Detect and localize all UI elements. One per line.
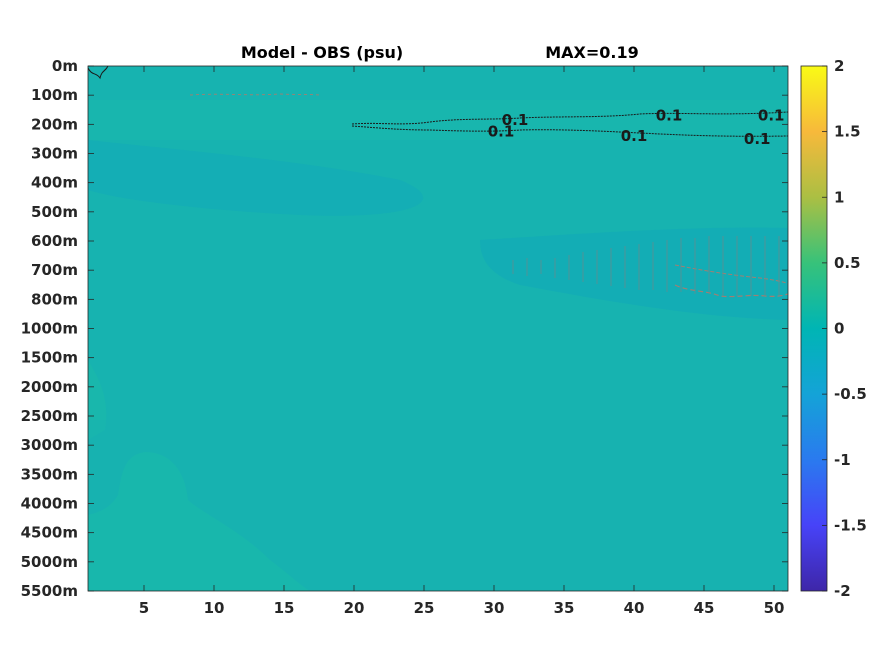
colorbar-tick-label: 0 <box>834 320 844 338</box>
y-tick-label: 100m <box>31 86 78 104</box>
contour-label: 0.1 <box>621 127 648 145</box>
y-tick-label: 4500m <box>21 524 78 542</box>
y-tick-label: 0m <box>52 57 78 75</box>
colorbar-tick-label: 1 <box>834 188 844 206</box>
y-tick-label: 4000m <box>21 495 78 513</box>
chart-title: Model - OBS (psu) <box>241 43 403 62</box>
contour-faint-deep <box>674 264 788 285</box>
y-tick-label: 2500m <box>21 407 78 425</box>
y-tick-label: 3500m <box>21 465 78 483</box>
x-tick-label: 10 <box>204 599 225 617</box>
contour-label: 0.1 <box>758 107 785 125</box>
y-tick-label: 500m <box>31 203 78 221</box>
x-tick-label: 45 <box>694 599 715 617</box>
striation-marks <box>512 236 780 296</box>
heatmap-region-cool-patch <box>88 140 424 216</box>
colorbar-tick-label: -0.5 <box>834 385 867 403</box>
colorbar-tick-label: 0.5 <box>834 254 861 272</box>
heatmap-region-cool-right <box>480 227 788 320</box>
x-tick-label: 40 <box>624 599 645 617</box>
y-axis: 0m 100m 200m 300m 400m 500m 600m 700m 800m 1000m 1… <box>21 57 788 600</box>
y-tick-label: 400m <box>31 174 78 192</box>
y-tick-label: 1500m <box>21 349 78 367</box>
x-tick-label: 15 <box>274 599 295 617</box>
colorbar-tick-label: -1.5 <box>834 516 867 534</box>
y-tick-label: 5500m <box>21 582 78 600</box>
contour-label: 0.1 <box>488 123 515 141</box>
y-tick-label: 700m <box>31 261 78 279</box>
x-tick-label: 35 <box>554 599 575 617</box>
heatmap-plot: 0.10.10.10.10.10.1 <box>88 66 788 591</box>
contour-line-lower <box>351 125 788 137</box>
contour-faint-shallow <box>189 93 321 96</box>
contour-label: 0.1 <box>502 111 529 129</box>
contour-line-top-left <box>88 66 109 80</box>
colorbar-tick-label: -2 <box>834 582 851 600</box>
y-tick-label: 800m <box>31 290 78 308</box>
y-tick-label: 300m <box>31 145 78 163</box>
x-tick-label: 30 <box>484 599 505 617</box>
y-tick-label: 5000m <box>21 553 78 571</box>
heatmap-region-seamount <box>88 452 310 591</box>
contour-label: 0.1 <box>656 107 683 125</box>
x-axis: 5 10 15 20 25 30 35 40 45 50 <box>139 66 785 617</box>
y-tick-label: 3000m <box>21 436 78 454</box>
heatmap-region-left-deep <box>88 360 107 440</box>
y-tick-label: 200m <box>31 115 78 133</box>
contour-labels: 0.10.10.10.10.10.1 <box>488 107 785 148</box>
heatmap-region-upper-band <box>88 100 788 140</box>
colorbar-tick-label: 2 <box>834 57 844 75</box>
contour-label: 0.1 <box>744 130 771 148</box>
colorbar-ticks: 2 1.5 1 0.5 0 -0.5 -1 -1.5 -2 <box>822 57 867 600</box>
x-tick-label: 20 <box>344 599 365 617</box>
x-tick-label: 5 <box>139 599 149 617</box>
colorbar-tick-label: 1.5 <box>834 123 861 141</box>
contour-line-upper <box>351 111 788 125</box>
colorbar-tick-label: -1 <box>834 451 851 469</box>
y-tick-label: 600m <box>31 232 78 250</box>
colorbar: 2 1.5 1 0.5 0 -0.5 -1 -1.5 -2 <box>800 57 867 600</box>
y-tick-label: 2000m <box>21 378 78 396</box>
y-tick-label: 1000m <box>21 320 78 338</box>
x-tick-label: 50 <box>764 599 785 617</box>
heatmap-region-abyss <box>88 420 788 591</box>
max-annotation: MAX=0.19 <box>545 43 639 62</box>
contour-faint-loops <box>674 284 788 298</box>
x-tick-label: 25 <box>414 599 435 617</box>
